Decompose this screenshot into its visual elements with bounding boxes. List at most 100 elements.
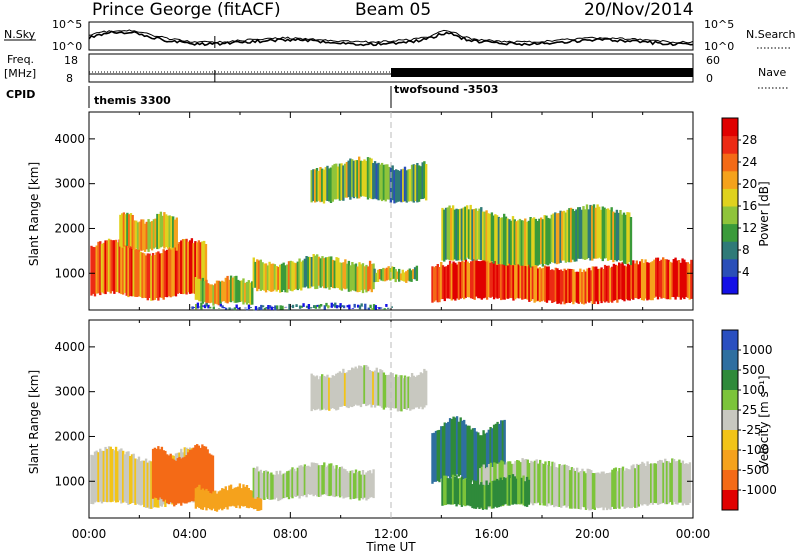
power-cell [543,215,546,264]
velocity-colorbar-swatch [722,410,738,431]
power-cell [130,247,134,297]
power-cell [349,265,352,292]
velocity-cell [679,462,683,503]
power-cell [589,270,593,302]
time-tick-label: 04:00 [172,527,207,541]
power-cell [263,263,266,291]
power-cell [412,164,415,203]
power-cell [102,242,105,294]
power-cell [164,250,167,297]
power-cell [500,262,503,301]
power-cell [577,271,580,304]
power-cell [372,163,375,200]
power-cell [408,268,411,282]
velocity-cell [361,470,365,500]
velocity-cell [441,426,445,479]
velocity-colorbar-tick-label: -100 [742,443,769,457]
velocity-cell [489,427,492,479]
velocity-cell [600,471,603,508]
velocity-cell [210,454,213,505]
velocity-cell [687,464,690,505]
power-cell [529,266,533,301]
velocity-cell [312,375,315,410]
velocity-cell [273,474,277,500]
xlabel: Time UT [365,540,416,554]
power-cell [258,306,261,310]
velocity-ylabel: Slant Range [km] [27,370,41,474]
power-cell [549,269,552,301]
power-cell [316,304,319,307]
power-cell [508,261,512,298]
velocity-cell [463,419,466,480]
power-cell [221,280,224,302]
power-cell [163,212,166,249]
velocity-cell [403,375,407,409]
velocity-cell [109,446,112,503]
velocity-cell [669,462,672,503]
velocity-cell [111,449,114,502]
power-cell [436,264,439,303]
velocity-cell [544,461,547,506]
power-cell [321,256,324,287]
velocity-cell [219,490,222,509]
velocity-cell [354,366,357,405]
power-cell [476,210,479,260]
velocity-cell [508,475,511,506]
velocity-cell [188,449,192,502]
power-cell [380,269,383,281]
power-cell [172,216,175,248]
velocity-cell [307,465,310,495]
velocity-colorbar-tick-label: -25 [742,423,762,437]
power-cell [452,261,455,300]
power-cell [100,243,104,293]
velocity-heatmap [90,365,692,512]
velocity-cell [338,467,342,498]
velocity-cell [206,449,209,503]
power-cell [337,305,340,308]
velocity-cell [609,472,612,510]
velocity-cell [257,471,261,498]
velocity-cell [139,461,142,506]
velocity-cell [183,456,186,504]
power-cell [265,307,268,309]
power-cell [180,240,183,294]
velocity-cell [180,458,183,506]
velocity-cell [547,461,551,504]
power-cell [358,156,361,199]
time-tick-label: 12:00 [374,527,409,541]
velocity-cell [321,374,324,410]
power-cell [414,164,417,202]
power-cell [359,160,363,197]
velocity-cell [513,476,516,504]
power-cell [149,221,152,249]
velocity-cell [342,468,345,499]
power-cell [155,252,158,298]
power-cell [310,257,314,287]
power-cell [254,261,257,288]
power-cell [309,256,312,289]
velocity-cell [491,428,494,479]
power-cell [226,275,229,304]
power-cell [651,261,654,301]
power-cell [405,170,408,203]
power-cell [683,259,686,300]
velocity-cell [497,480,501,508]
power-cell [434,266,438,301]
power-cell [135,220,138,248]
power-cell [219,281,222,304]
power-cell [128,214,131,248]
power-cell [594,207,597,259]
velocity-cell [372,469,375,499]
velocity-cell [187,452,190,503]
power-cell [372,304,376,310]
power-cell [231,277,235,301]
power-cell [565,270,568,304]
power-cell [566,209,569,262]
velocity-cell [363,365,366,404]
time-axis: 00:00 04:00 08:00 12:00 16:00 20:00 00:00 [72,527,711,541]
velocity-cell [134,458,137,505]
velocity-cell [674,461,677,505]
power-cell [598,268,601,302]
power-cell [676,260,679,297]
velocity-cell [641,461,644,506]
